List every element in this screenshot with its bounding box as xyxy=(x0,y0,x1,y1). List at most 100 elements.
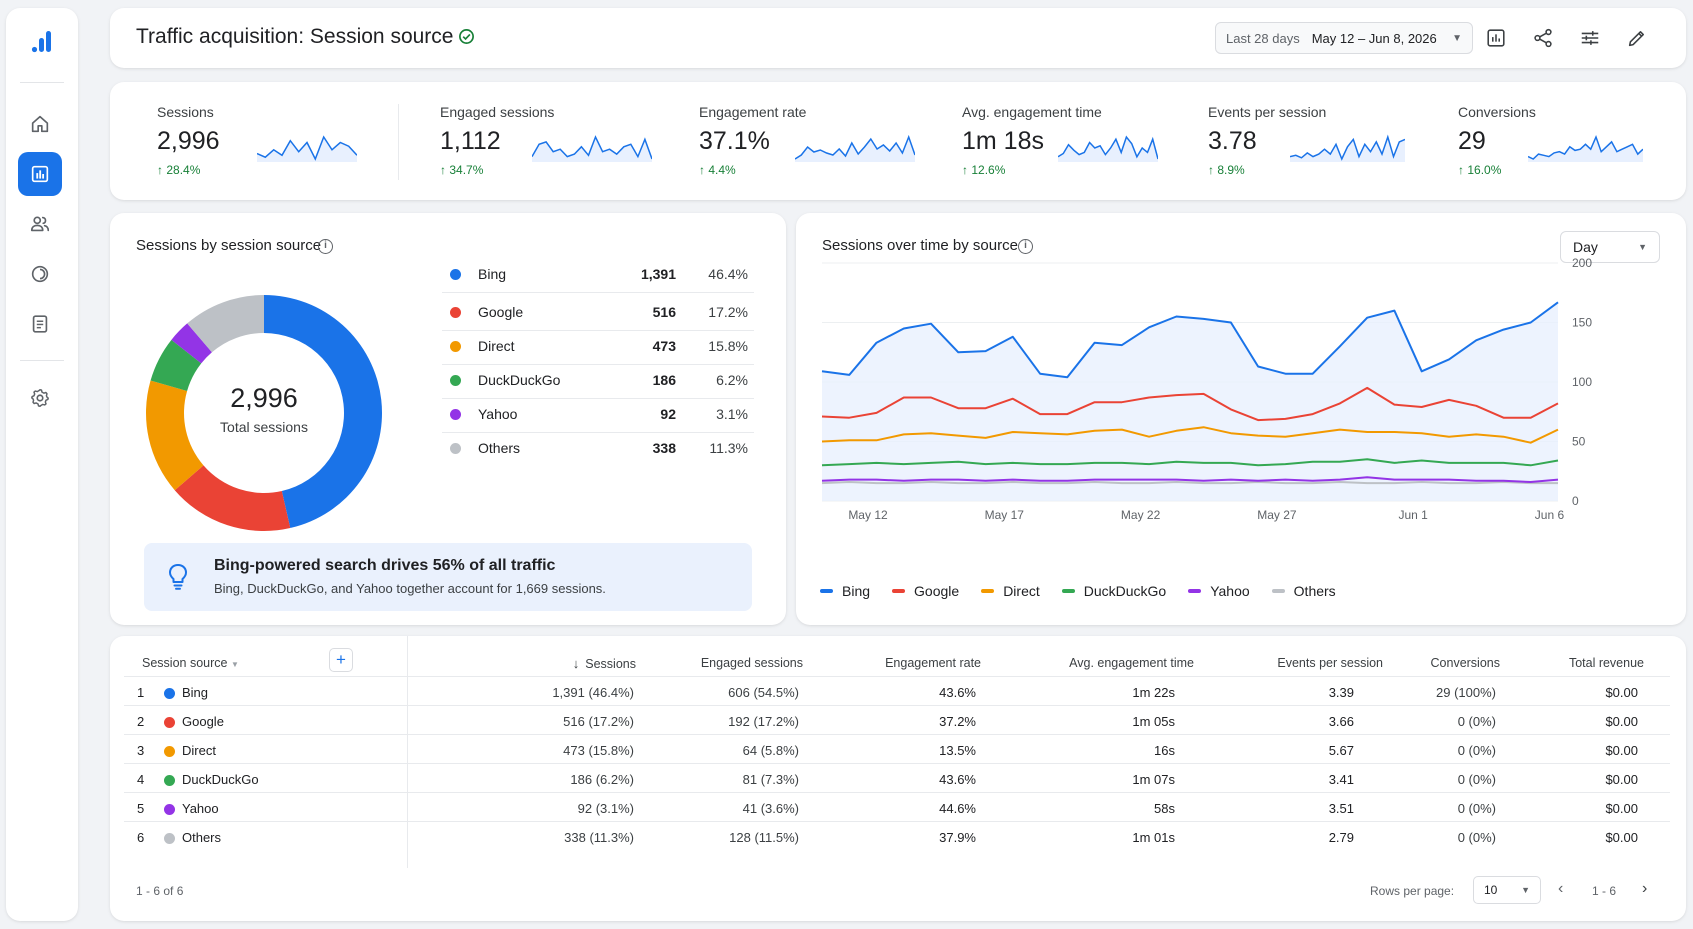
legend-divider xyxy=(442,364,754,365)
table-row[interactable]: 6 Others 338 (11.3%) 128 (11.5%) 37.9% 1… xyxy=(124,821,1670,852)
column-header-conversions[interactable]: Conversions xyxy=(1430,656,1500,670)
legend-item[interactable]: DuckDuckGo xyxy=(1061,583,1166,599)
kpi-sparkline xyxy=(1290,134,1405,162)
column-header-total-revenue[interactable]: Total revenue xyxy=(1568,656,1644,670)
rows-per-page-select[interactable]: 10 ▼ xyxy=(1473,876,1541,904)
table-row[interactable]: 1 Bing 1,391 (46.4%) 606 (54.5%) 43.6% 1… xyxy=(124,676,1670,707)
legend-row[interactable]: DuckDuckGo 186 6.2% xyxy=(442,363,754,399)
analytics-logo[interactable] xyxy=(28,28,56,56)
edit-button[interactable] xyxy=(1624,25,1650,51)
x-tick-label: May 22 xyxy=(1121,508,1161,522)
cell-engagement-rate: 44.6% xyxy=(939,801,976,816)
source-name[interactable]: DuckDuckGo xyxy=(182,772,259,787)
kpi-avg-engagement-time[interactable]: Avg. engagement time 1m 18s ↑ 12.6% xyxy=(962,82,1182,200)
nav-library[interactable] xyxy=(18,302,62,346)
legend-row[interactable]: Google 516 17.2% xyxy=(442,295,754,331)
date-range-preset: Last 28 days xyxy=(1226,30,1300,46)
granularity-dropdown[interactable]: Day ▼ xyxy=(1560,231,1660,263)
chevron-down-icon: ▼ xyxy=(1638,242,1647,252)
cell-events: 3.66 xyxy=(1328,714,1354,729)
kpi-sessions[interactable]: Sessions 2,996 ↑ 28.4% xyxy=(157,82,397,200)
pagination-count: 1 - 6 of 6 xyxy=(136,884,184,898)
column-header-source[interactable]: Session source ▼ xyxy=(142,656,239,670)
legend-item[interactable]: Google xyxy=(892,583,959,599)
card-title: Sessions over time by source xyxy=(822,237,1018,254)
legend-row[interactable]: Bing 1,391 46.4% xyxy=(442,257,754,293)
donut-slice-google[interactable] xyxy=(174,465,291,531)
row-index: 1 xyxy=(137,685,145,700)
source-color-dot xyxy=(164,804,175,815)
source-name[interactable]: Bing xyxy=(182,685,209,700)
source-name[interactable]: Yahoo xyxy=(182,801,219,816)
filter-settings-button[interactable] xyxy=(1577,25,1603,51)
next-page-icon[interactable]: › xyxy=(1642,880,1648,897)
info-icon[interactable]: i xyxy=(318,239,333,254)
kpi-engagement-rate[interactable]: Engagement rate 37.1% ↑ 4.4% xyxy=(699,82,939,200)
cell-revenue: $0.00 xyxy=(1605,772,1638,787)
kpi-label: Engagement rate xyxy=(699,104,807,120)
cell-revenue: $0.00 xyxy=(1605,685,1638,700)
share-button[interactable] xyxy=(1530,25,1556,51)
cell-conversions: 0 (0%) xyxy=(1457,801,1496,816)
column-header-sessions[interactable]: ↓ Sessions xyxy=(572,656,636,671)
line-chart: 0 50 100 150 200 May 12 May 17 May 22 May 27 Jun … xyxy=(821,256,1592,522)
x-tick-label: Jun 1 xyxy=(1399,508,1429,522)
nav-explore[interactable] xyxy=(18,252,62,296)
donut-slice-others[interactable] xyxy=(187,295,264,353)
donut-slice-yahoo[interactable] xyxy=(171,323,212,364)
series-line-yahoo[interactable] xyxy=(821,476,1559,483)
donut-slice-direct[interactable] xyxy=(146,380,204,491)
series-line-direct[interactable] xyxy=(821,426,1559,444)
table-row[interactable]: 4 DuckDuckGo 186 (6.2%) 81 (7.3%) 43.6% … xyxy=(124,763,1670,794)
series-line-others[interactable] xyxy=(821,481,1558,485)
chevron-down-icon: ▼ xyxy=(1521,885,1530,895)
legend-item[interactable]: Yahoo xyxy=(1188,583,1250,599)
date-range-picker[interactable]: Last 28 days May 12 – Jun 8, 2026 ▼ xyxy=(1215,22,1473,54)
legend-label: Yahoo xyxy=(1210,583,1250,599)
column-header-avg-engagement-time[interactable]: Avg. engagement time xyxy=(1069,656,1194,670)
column-header-engaged-sessions[interactable]: Engaged sessions xyxy=(700,656,803,670)
nav-reports[interactable] xyxy=(18,152,62,196)
legend-row[interactable]: Others 338 11.3% xyxy=(442,431,754,467)
kpi-divider xyxy=(398,104,399,180)
cell-engagement-rate: 13.5% xyxy=(939,743,976,758)
nav-home[interactable] xyxy=(18,102,62,146)
nav-audiences[interactable] xyxy=(18,202,62,246)
source-name[interactable]: Google xyxy=(182,714,224,729)
series-line-google[interactable] xyxy=(821,386,1559,422)
sparkline-area xyxy=(1528,137,1643,162)
insight-detail: Bing, DuckDuckGo, and Yahoo together acc… xyxy=(214,581,606,596)
legend-item[interactable]: Direct xyxy=(981,583,1040,599)
source-name[interactable]: Others xyxy=(182,830,222,845)
legend-item[interactable]: Others xyxy=(1271,583,1336,599)
add-dimension-button[interactable]: + xyxy=(329,648,353,672)
table-row[interactable]: 5 Yahoo 92 (3.1%) 41 (3.6%) 44.6% 58s 3.… xyxy=(124,792,1670,823)
series-line-duckduckgo[interactable] xyxy=(821,458,1559,467)
table-row[interactable]: 2 Google 516 (17.2%) 192 (17.2%) 37.2% 1… xyxy=(124,705,1670,736)
source-name[interactable]: Direct xyxy=(182,743,216,758)
legend-row[interactable]: Direct 473 15.8% xyxy=(442,329,754,365)
table-row[interactable]: 3 Direct 473 (15.8%) 64 (5.8%) 13.5% 16s… xyxy=(124,734,1670,765)
legend-item[interactable]: Bing xyxy=(820,583,870,599)
prev-page-icon[interactable]: ‹ xyxy=(1558,880,1564,897)
customize-report-button[interactable] xyxy=(1483,25,1509,51)
document-icon xyxy=(32,315,48,333)
info-icon[interactable]: i xyxy=(1018,239,1033,254)
kpi-delta: ↑ 34.7% xyxy=(440,163,484,177)
kpi-sparkline xyxy=(1058,135,1158,162)
sparkline-area xyxy=(257,137,357,162)
donut-slice-bing[interactable] xyxy=(264,295,382,529)
legend-row[interactable]: Yahoo 92 3.1% xyxy=(442,397,754,433)
kpi-events-per-session[interactable]: Events per session 3.78 ↑ 8.9% xyxy=(1208,82,1428,200)
gear-icon xyxy=(31,389,49,407)
column-header-events-per-session[interactable]: Events per session xyxy=(1277,656,1383,670)
nav-admin[interactable] xyxy=(18,376,62,420)
y-tick-label: 150 xyxy=(1572,316,1592,330)
column-header-engagement-rate[interactable]: Engagement rate xyxy=(885,656,981,670)
donut-slice-duckduckgo[interactable] xyxy=(150,339,202,391)
legend-source-name: Yahoo xyxy=(478,406,518,422)
legend-divider xyxy=(442,432,754,433)
kpi-engaged-sessions[interactable]: Engaged sessions 1,112 ↑ 34.7% xyxy=(440,82,680,200)
series-line-bing[interactable] xyxy=(821,301,1559,379)
kpi-conversions[interactable]: Conversions 29 ↑ 16.0% xyxy=(1458,82,1678,200)
